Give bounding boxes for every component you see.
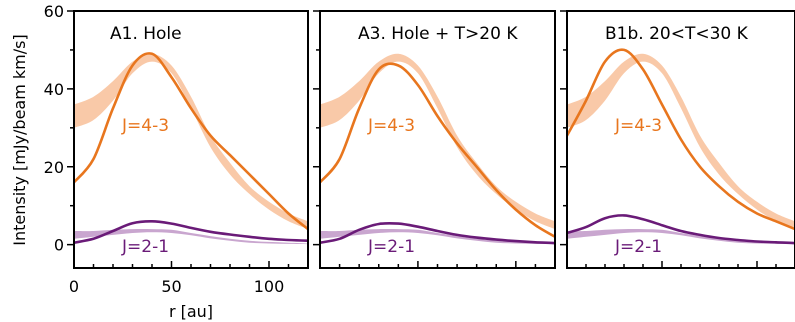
panel-title: A3. Hole + T>20 K [358,24,518,44]
j43-observed-band [567,53,795,230]
j43-model-line [567,48,795,231]
j43-label: J=4-3 [121,116,169,136]
j21-model-line [567,214,795,245]
j43-model-line [320,62,555,238]
x-tick-label: 0 [69,277,79,296]
panel-frame [319,10,556,269]
y-tick-label: 40 [44,80,64,99]
panel-a1-hole: 0 50 100 0 20 40 60 A1. Hole J=4-3 J=2-1 [44,2,309,296]
j21-label: J=2-1 [121,237,169,257]
plot-area [320,53,555,245]
plot-area [74,52,308,245]
plot-area [567,48,795,245]
panel-b1b-20-30k: B1b. 20<T<30 K J=4-3 J=2-1 [560,10,795,269]
j21-observed-band [567,228,795,245]
j21-observed-band [74,228,308,245]
j21-label: J=2-1 [367,237,415,257]
j21-label: J=2-1 [614,237,662,257]
j43-model-line [74,52,308,231]
panel-a3-hole-t20: A3. Hole + T>20 K J=4-3 J=2-1 [313,10,556,269]
panel-title: A1. Hole [110,24,182,44]
j43-observed-band [74,53,308,230]
y-tick-label: 20 [44,158,64,177]
j21-model-line [74,219,308,244]
y-tick-label: 0 [54,236,64,255]
panel-title: B1b. 20<T<30 K [605,24,749,44]
y-axis-title: Intensity [mJy/beam km/s] [10,34,29,245]
j21-observed-band [320,228,555,245]
j43-observed-band [320,53,555,230]
j21-model-line [320,221,555,245]
j43-label: J=4-3 [614,116,662,136]
x-axis-title: r [au] [169,302,213,321]
y-tick-label: 60 [44,2,64,21]
x-tick-label: 50 [161,277,181,296]
j43-label: J=4-3 [367,116,415,136]
x-tick-label: 100 [254,277,285,296]
panel-frame [73,10,309,269]
